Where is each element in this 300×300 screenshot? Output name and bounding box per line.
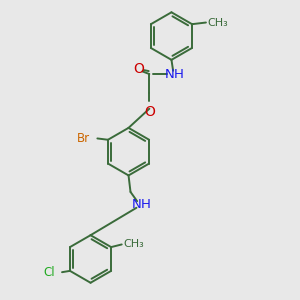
Text: Cl: Cl	[44, 266, 56, 279]
Text: CH₃: CH₃	[207, 17, 228, 28]
Text: O: O	[144, 105, 155, 119]
Text: O: O	[133, 62, 144, 76]
Text: H: H	[141, 198, 151, 211]
Text: N: N	[132, 198, 141, 211]
Text: H: H	[174, 68, 184, 80]
Text: N: N	[165, 68, 175, 80]
Text: CH₃: CH₃	[123, 239, 144, 250]
Text: Br: Br	[77, 132, 90, 145]
